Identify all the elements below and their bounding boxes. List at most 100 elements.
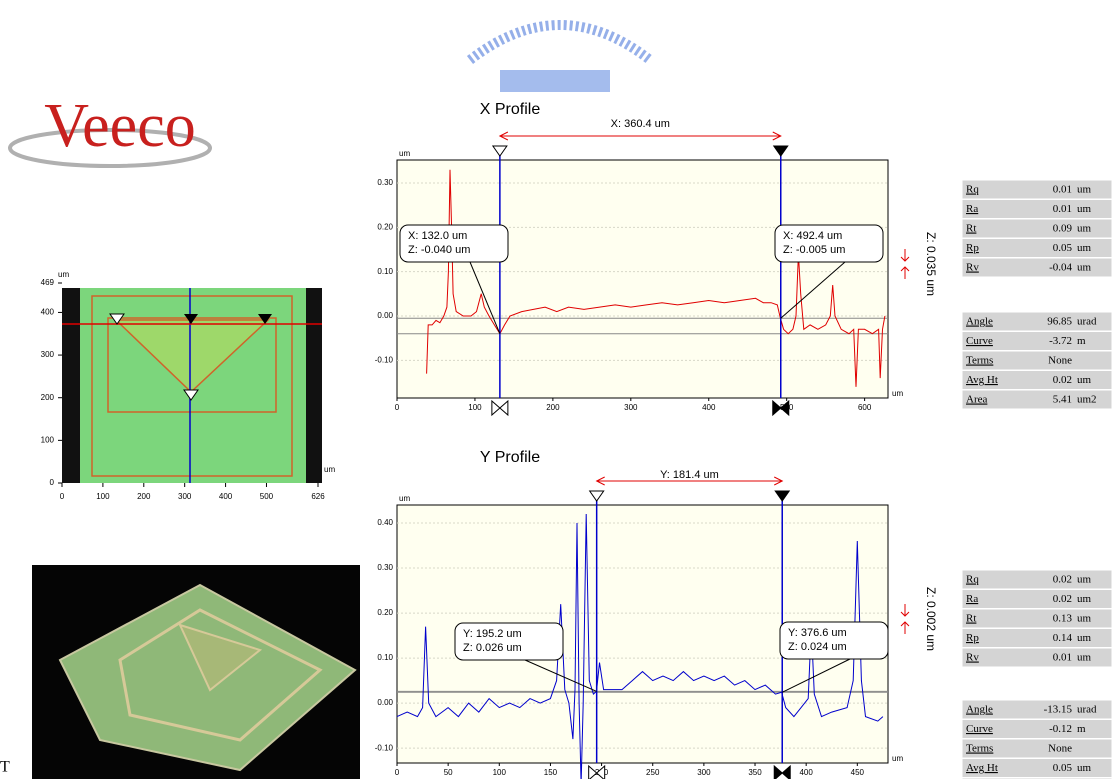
stat-name: Curve [966, 723, 993, 735]
stat-name: Rt [966, 613, 976, 625]
side-arrows [901, 604, 909, 634]
cursor-marker [590, 491, 604, 501]
stat-value: 0.13 [1053, 613, 1073, 625]
stat-unit: urad [1077, 316, 1097, 328]
x-tick-label: 150 [544, 768, 558, 777]
x-tick-label: 100 [493, 768, 507, 777]
stat-name: Rt [966, 223, 976, 235]
stat-unit: urad [1077, 704, 1097, 716]
stat-value: 0.01 [1053, 203, 1072, 215]
stat-value: 0.02 [1053, 593, 1072, 605]
logo-text: Veeco [44, 92, 195, 160]
stat-name: Rv [966, 652, 979, 664]
side-arrows [901, 249, 909, 279]
stat-name: Avg Ht [966, 762, 998, 774]
stat-value: None [1048, 743, 1072, 755]
y-tick-label: 0.40 [377, 518, 393, 527]
cursor-bowtie [492, 401, 500, 415]
span-label: Y: 181.4 um [660, 469, 719, 481]
x-tick-label: 400 [219, 492, 233, 501]
stat-unit: m [1077, 723, 1086, 735]
y-tick-label: -0.10 [375, 355, 394, 364]
side-label: Z: 0.002 um [924, 587, 938, 651]
x-tick-label: 300 [624, 403, 638, 412]
stat-name: Ra [966, 593, 978, 605]
y-tick-label: -0.10 [375, 743, 394, 752]
x-tick-label: 100 [468, 403, 482, 412]
side-label: Z: 0.035 um [924, 232, 938, 296]
x-unit: um [892, 754, 903, 763]
stat-unit: um2 [1077, 394, 1097, 406]
stat-value: 0.05 [1053, 242, 1073, 254]
span-label: X: 360.4 um [611, 118, 670, 130]
stat-value: 0.02 [1053, 574, 1072, 586]
annotation-text: Z: 0.024 um [788, 641, 847, 653]
x-tick-label: 0 [395, 768, 400, 777]
x-tick-label: 200 [137, 492, 151, 501]
chart-title: X Profile [480, 101, 541, 118]
x-tick-label: 350 [748, 768, 762, 777]
y-tick-label: 0.20 [377, 608, 393, 617]
stat-unit: um [1077, 203, 1092, 215]
y-tick-label: 0.00 [377, 311, 393, 320]
x-tick-label: 626 [311, 492, 325, 501]
stat-name: Rq [966, 184, 979, 196]
y-tick-label: 469 [41, 278, 55, 287]
height-map [62, 288, 322, 483]
stat-name: Ra [966, 203, 978, 215]
stat-unit: um [1077, 632, 1092, 644]
annotation-text: Z: -0.005 um [783, 244, 845, 256]
stat-name: Rv [966, 262, 979, 274]
caption-fragment: T [0, 759, 10, 776]
cursor-marker [493, 146, 507, 156]
emblem [470, 25, 650, 92]
x-tick-label: 0 [395, 403, 400, 412]
stat-value: 0.14 [1053, 632, 1073, 644]
y-tick-label: 0.30 [377, 178, 393, 187]
x-tick-label: 250 [646, 768, 660, 777]
y-tick-label: 0.20 [377, 222, 393, 231]
y-unit: um [58, 270, 69, 279]
x-unit: um [324, 465, 335, 474]
x-tick-label: 200 [546, 403, 560, 412]
x-tick-label: 400 [799, 768, 813, 777]
y-tick-label: 0.10 [377, 267, 393, 276]
x-tick-label: 50 [444, 768, 453, 777]
annotation-text: X: 132.0 um [408, 230, 467, 242]
x-tick-label: 300 [697, 768, 711, 777]
stat-unit: um [1077, 574, 1092, 586]
y-tick-label: 0.10 [377, 653, 393, 662]
3d-image [32, 565, 360, 779]
stat-value: 0.02 [1053, 374, 1072, 386]
stat-unit: um [1077, 652, 1092, 664]
stat-unit: um [1077, 184, 1092, 196]
stat-value: -3.72 [1049, 335, 1072, 347]
stat-name: Area [966, 394, 987, 406]
x-tick-label: 500 [260, 492, 274, 501]
y-tick-label: 0 [50, 478, 55, 487]
stat-value: 0.05 [1053, 762, 1073, 774]
x-tick-label: 450 [851, 768, 865, 777]
cursor-bowtie [500, 401, 508, 415]
annotation-text: Z: -0.040 um [408, 244, 470, 256]
plot-area [397, 160, 888, 398]
stat-unit: m [1077, 335, 1086, 347]
stat-name: Terms [966, 743, 993, 755]
annotation-text: Z: 0.026 um [463, 642, 522, 654]
stat-unit: um [1077, 242, 1092, 254]
stat-name: Angle [966, 316, 993, 328]
x-tick-label: 0 [60, 492, 65, 501]
cursor-marker [774, 146, 788, 156]
stat-unit: um [1077, 223, 1092, 235]
y-tick-label: 200 [41, 393, 55, 402]
stat-name: Rp [966, 632, 979, 644]
x-tick-label: 300 [178, 492, 192, 501]
stat-name: Rp [966, 242, 979, 254]
stat-value: None [1048, 355, 1072, 367]
stat-name: Angle [966, 704, 993, 716]
x-tick-label: 400 [702, 403, 716, 412]
stat-value: -13.15 [1044, 704, 1073, 716]
cursor-marker [775, 491, 789, 501]
stat-value: 0.09 [1053, 223, 1073, 235]
stat-value: 0.01 [1053, 652, 1072, 664]
